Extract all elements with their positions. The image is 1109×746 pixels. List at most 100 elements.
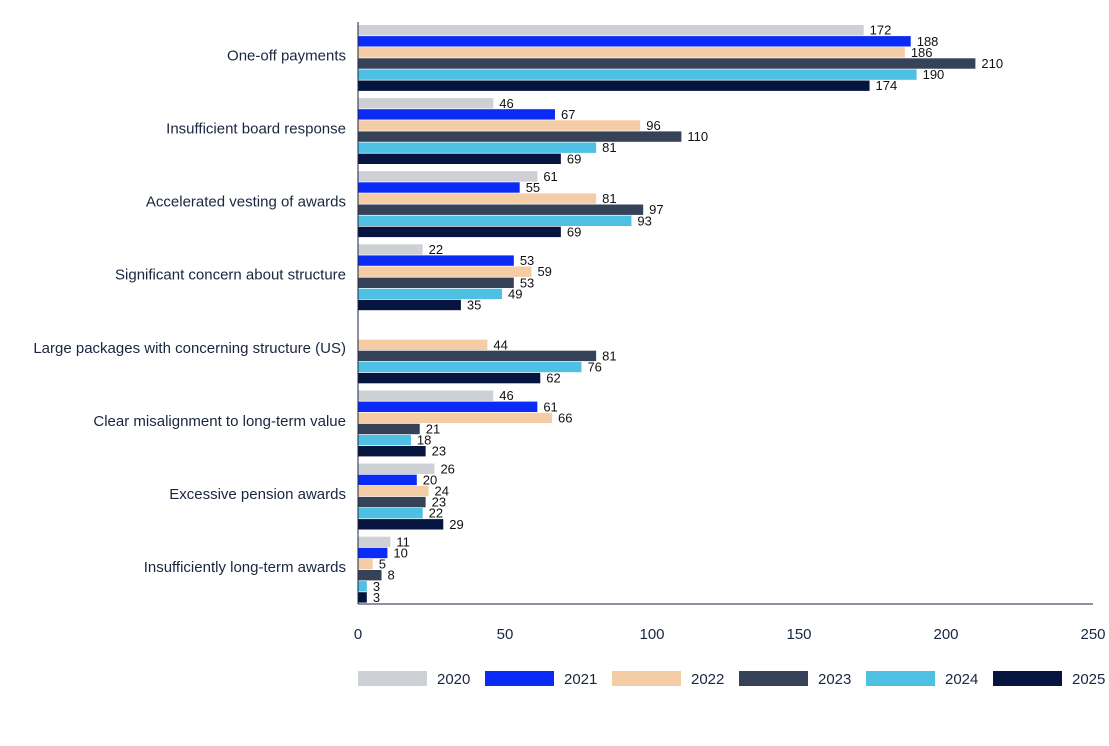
bars-group: 1721881862101901744667961108169615581979…	[358, 23, 1003, 605]
bar-2024	[358, 215, 632, 226]
bar-2021	[358, 36, 911, 47]
bar-2025	[358, 80, 870, 91]
data-label: 20	[423, 472, 437, 487]
legend-swatch-2023	[739, 671, 808, 686]
legend-swatch-2025	[993, 671, 1062, 686]
legend-label: 2024	[945, 671, 978, 688]
data-label: 76	[587, 360, 601, 375]
bar-2020	[358, 171, 538, 182]
category-label: Insufficient board response	[166, 120, 346, 137]
data-label: 22	[429, 242, 443, 257]
data-label: 69	[567, 224, 581, 239]
data-label: 172	[870, 23, 892, 38]
bar-2023	[358, 350, 597, 362]
data-label: 49	[508, 286, 522, 301]
bar-2020	[358, 244, 423, 255]
bar-2022	[358, 558, 373, 570]
data-label: 55	[526, 180, 540, 195]
bar-2024	[358, 69, 917, 80]
data-label: 22	[429, 506, 443, 521]
data-label: 3	[373, 579, 380, 594]
bar-2020	[358, 25, 864, 36]
x-tick-label: 50	[497, 626, 514, 643]
bar-2025	[358, 592, 367, 603]
data-label: 53	[520, 253, 534, 268]
category-label: Accelerated vesting of awards	[146, 194, 346, 211]
data-label: 8	[388, 568, 395, 583]
data-label: 97	[649, 202, 663, 217]
data-label: 66	[558, 410, 572, 425]
data-label: 35	[467, 298, 481, 313]
data-label: 5	[379, 557, 386, 572]
bar-2020	[358, 463, 435, 474]
bar-2022	[358, 47, 905, 58]
category-label: Large packages with concerning structure…	[33, 340, 346, 357]
bar-2025	[358, 519, 444, 530]
data-label: 186	[911, 45, 933, 60]
bar-2023	[358, 570, 382, 581]
bar-2021	[358, 109, 555, 120]
bar-2024	[358, 361, 582, 373]
data-label: 174	[876, 78, 898, 93]
x-tick-labels: 0 50 100 150 200 250	[354, 626, 1106, 643]
bar-2021	[358, 474, 417, 486]
bar-2021	[358, 401, 538, 412]
legend-label: 2025	[1072, 671, 1105, 688]
data-label: 23	[432, 495, 446, 510]
legend-label: 2022	[691, 671, 724, 688]
x-tick-label: 0	[354, 626, 362, 643]
data-label: 81	[602, 140, 616, 155]
x-tick-label: 250	[1080, 626, 1105, 643]
bar-2023	[358, 204, 644, 215]
category-label: Clear misalignment to long-term value	[93, 413, 346, 430]
data-label: 29	[449, 517, 463, 532]
bar-2020	[358, 536, 391, 548]
data-label: 62	[546, 371, 560, 386]
legend-label: 2021	[564, 671, 597, 688]
legend-label: 2020	[437, 671, 470, 688]
bar-2025	[358, 153, 561, 164]
data-label: 21	[426, 422, 440, 437]
x-tick-label: 150	[786, 626, 811, 643]
data-label: 81	[602, 348, 616, 363]
data-label: 81	[602, 191, 616, 206]
data-label: 3	[373, 590, 380, 605]
bar-2024	[358, 288, 503, 300]
bar-2025	[358, 226, 561, 238]
category-labels: One-off payments Insufficient board respo…	[33, 47, 346, 576]
data-label: 24	[435, 484, 449, 499]
bar-2024	[358, 581, 367, 592]
data-label: 110	[687, 129, 708, 144]
bar-2023	[358, 423, 420, 435]
data-label: 23	[432, 444, 446, 459]
data-label: 44	[493, 337, 507, 352]
bar-2025	[358, 446, 426, 457]
x-tick-label: 100	[639, 626, 664, 643]
bar-2024	[358, 142, 597, 153]
bar-2022	[358, 266, 532, 277]
data-label: 190	[923, 67, 945, 82]
bar-2022	[358, 120, 641, 131]
data-label: 46	[499, 388, 513, 403]
data-label: 93	[637, 213, 651, 228]
legend-label: 2023	[818, 671, 851, 688]
category-label: One-off payments	[227, 47, 346, 64]
category-label: Excessive pension awards	[169, 486, 346, 503]
bar-2022	[358, 193, 597, 204]
data-label: 11	[396, 534, 410, 549]
data-label: 69	[567, 151, 581, 166]
bar-2022	[358, 339, 488, 350]
data-label: 46	[499, 96, 513, 111]
bar-2022	[358, 412, 553, 424]
bar-2024	[358, 434, 411, 446]
data-label: 18	[417, 433, 431, 448]
data-label: 61	[543, 169, 557, 184]
legend: 2020 2021 2022 2023 2024 2025	[358, 671, 1105, 688]
data-label: 188	[917, 34, 939, 49]
legend-swatch-2024	[866, 671, 935, 686]
legend-swatch-2021	[485, 671, 554, 686]
bar-2023	[358, 277, 514, 288]
bar-2025	[358, 299, 461, 311]
bar-2021	[358, 182, 520, 193]
